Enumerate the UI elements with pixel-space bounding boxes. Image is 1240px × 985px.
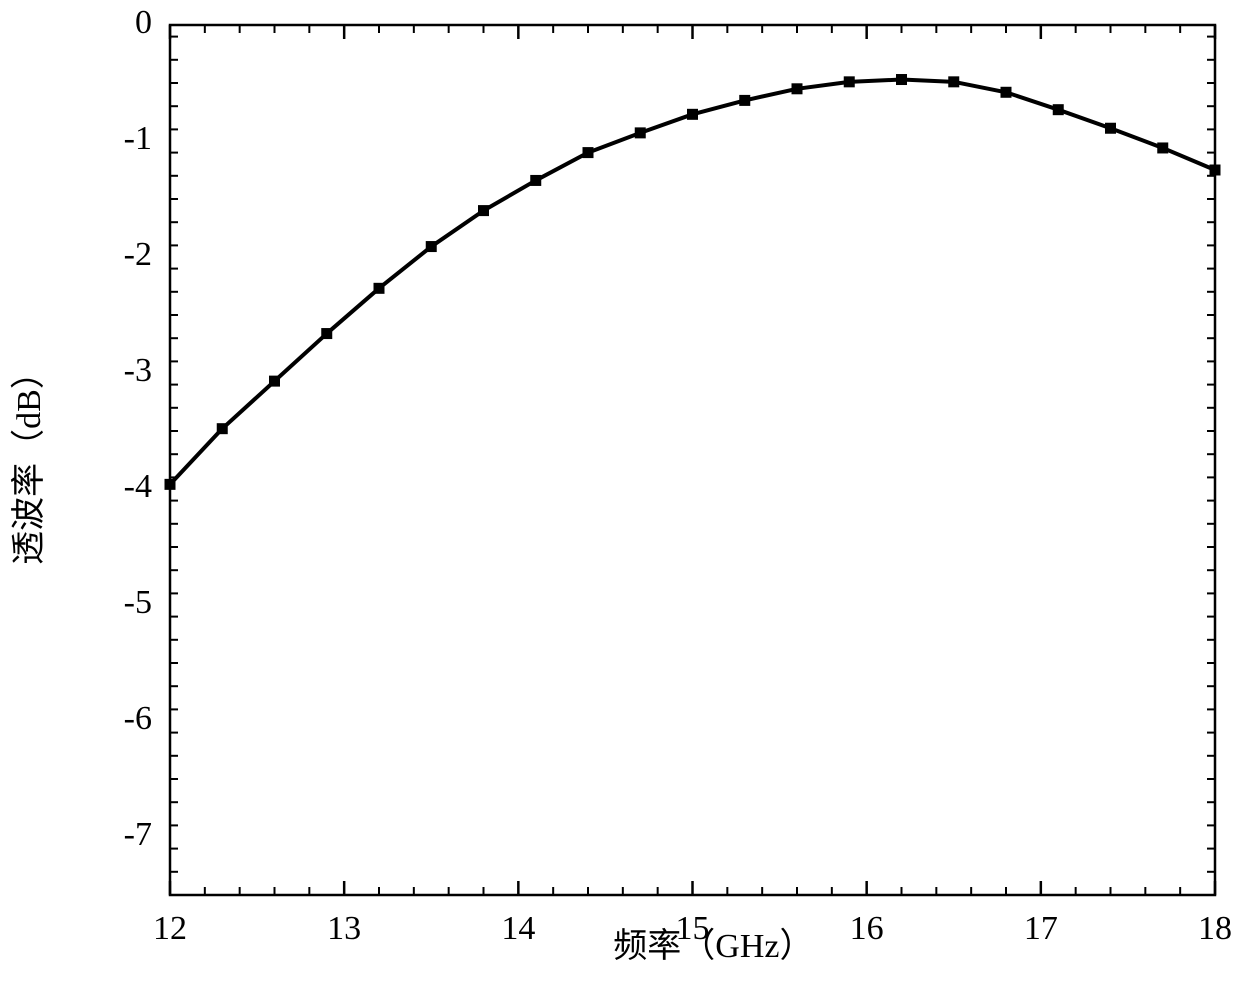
y-tick-label: -7: [124, 816, 152, 853]
y-tick-label: -1: [124, 120, 152, 157]
data-marker: [165, 479, 175, 489]
y-tick-label: -3: [124, 352, 152, 389]
y-tick-label: -4: [124, 468, 152, 505]
chart-background: [0, 0, 1240, 985]
data-marker: [1158, 143, 1168, 153]
data-marker: [897, 75, 907, 85]
data-marker: [426, 242, 436, 252]
x-tick-label: 12: [153, 910, 187, 947]
x-tick-label: 14: [501, 910, 535, 947]
data-marker: [635, 128, 645, 138]
data-marker: [740, 95, 750, 105]
y-tick-label: 0: [135, 4, 152, 41]
data-marker: [949, 77, 959, 87]
x-tick-label: 17: [1024, 910, 1058, 947]
data-marker: [844, 77, 854, 87]
y-tick-label: -2: [124, 236, 152, 273]
x-axis-title: 频率（GHz）: [613, 927, 813, 965]
data-marker: [322, 329, 332, 339]
data-marker: [688, 109, 698, 119]
data-marker: [583, 148, 593, 158]
x-tick-label: 16: [850, 910, 884, 947]
data-marker: [270, 376, 280, 386]
data-marker: [217, 424, 227, 434]
x-tick-label: 13: [327, 910, 361, 947]
x-tick-label: 18: [1198, 910, 1232, 947]
y-tick-label: -5: [124, 584, 152, 621]
y-tick-label: -6: [124, 700, 152, 737]
data-marker: [1001, 87, 1011, 97]
data-marker: [1210, 165, 1220, 175]
data-marker: [1053, 105, 1063, 115]
data-marker: [374, 283, 384, 293]
chart-svg: 12131415161718频率（GHz）0-1-2-3-4-5-6-7透波率（…: [0, 0, 1240, 985]
data-marker: [792, 84, 802, 94]
y-axis-title: 透波率（dB）: [10, 355, 48, 565]
data-marker: [531, 175, 541, 185]
chart-container: 12131415161718频率（GHz）0-1-2-3-4-5-6-7透波率（…: [0, 0, 1240, 985]
data-marker: [479, 206, 489, 216]
data-marker: [1106, 123, 1116, 133]
